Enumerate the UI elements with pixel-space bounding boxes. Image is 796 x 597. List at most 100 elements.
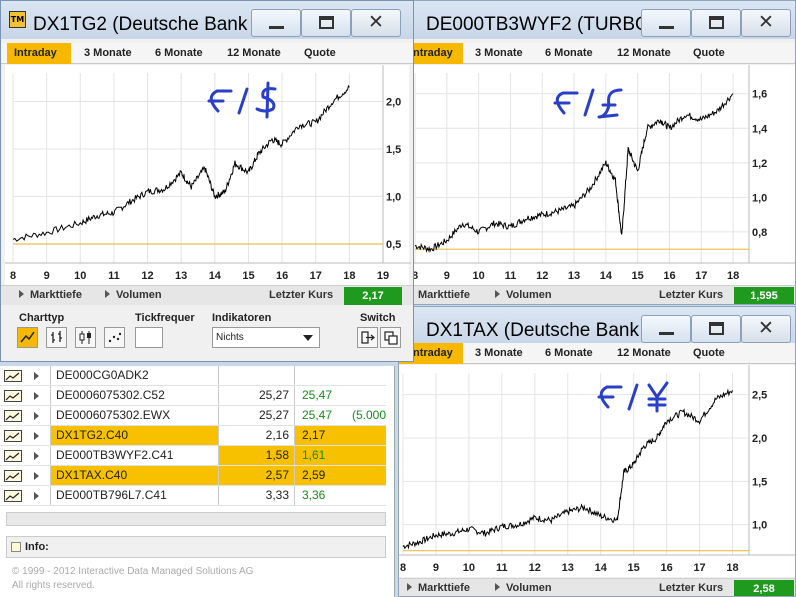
chart-icon[interactable] xyxy=(4,370,22,382)
expand-arrow-icon[interactable] xyxy=(34,472,39,480)
ask-value: 25,47 xyxy=(294,386,386,405)
mini-chart-icon xyxy=(5,412,20,421)
y-tick-label: 1,5 xyxy=(386,144,401,156)
maximize-button[interactable] xyxy=(301,9,351,37)
expand-arrow-icon[interactable] xyxy=(34,492,39,500)
x-tick-label: 15 xyxy=(632,270,644,282)
last-price-value: 2,58 xyxy=(734,580,794,596)
markttiefe-label[interactable]: Markttiefe xyxy=(418,582,470,594)
period-tabs: Intraday 3 Monate 6 Monate 12 Monate Quo… xyxy=(1,43,413,64)
window-titlebar[interactable]: TM DX1TG2 (Deutsche Bank ... ✕ xyxy=(1,1,413,39)
table-row[interactable]: DX1TAX.C40 2,57 2,59 xyxy=(0,466,386,486)
table-row[interactable]: DX1TG2.C40 2,16 2,17 xyxy=(0,426,386,446)
volumen-label[interactable]: Volumen xyxy=(116,289,162,301)
dot-chart-button[interactable] xyxy=(104,327,125,348)
expand-arrow-icon[interactable] xyxy=(34,372,39,380)
ask-text: 3,36 xyxy=(302,488,326,502)
minimize-button[interactable] xyxy=(641,315,691,343)
switch-out-button[interactable] xyxy=(357,327,378,348)
markttiefe-label[interactable]: Markttiefe xyxy=(30,289,82,301)
candlestick-chart-button[interactable] xyxy=(75,327,96,348)
volumen-label[interactable]: Volumen xyxy=(506,289,552,301)
window-titlebar[interactable]: DE000TB3WYF2 (TURBO-... ✕ xyxy=(401,1,795,39)
minimize-button[interactable] xyxy=(641,9,691,37)
chart-icon[interactable] xyxy=(4,470,22,482)
tab-3-monate[interactable]: 3 Monate xyxy=(475,47,523,59)
x-tick-label: 19 xyxy=(377,270,389,282)
close-icon: ✕ xyxy=(758,318,774,339)
expand-arrow-icon[interactable] xyxy=(407,583,412,591)
expand-arrow-icon[interactable] xyxy=(19,290,24,298)
tab-intraday[interactable]: ntraday xyxy=(401,43,463,64)
x-tick-label: 12 xyxy=(536,270,548,282)
ohlc-chart-button[interactable] xyxy=(46,327,67,348)
tab-6-monate[interactable]: 6 Monate xyxy=(155,47,203,59)
x-tick-label: 14 xyxy=(209,270,222,282)
close-button[interactable]: ✕ xyxy=(351,9,401,37)
y-tick-label: 1,4 xyxy=(752,123,768,135)
table-row[interactable]: DE000TB3WYF2.C41 1,58 1,61 xyxy=(0,446,386,466)
table-row[interactable]: DE000TB796L7.C41 3,33 3,36 xyxy=(0,486,386,506)
price-series-line xyxy=(402,388,733,550)
instrument-table: DE000CG0ADK2 DE0006075302.C52 25,27 25,47 DE… xyxy=(0,366,395,597)
bid-value: 2,16 xyxy=(218,426,294,445)
expand-arrow-icon[interactable] xyxy=(34,412,39,420)
expand-arrow-icon[interactable] xyxy=(34,452,39,460)
maximize-button[interactable] xyxy=(691,9,741,37)
table-row[interactable]: DE000CG0ADK2 xyxy=(0,366,386,386)
y-tick-label: 1,5 xyxy=(752,476,767,488)
window-titlebar[interactable]: DX1TAX (Deutsche Bank ... ✕ xyxy=(399,307,795,345)
tab-intraday[interactable]: ntraday xyxy=(399,343,463,364)
table-row[interactable]: DE0006075302.EWX 25,27 25,47 (5.000 xyxy=(0,406,386,426)
chart-icon[interactable] xyxy=(4,430,22,442)
y-tick-label: 2,0 xyxy=(386,97,401,109)
expand-arrow-icon[interactable] xyxy=(34,432,39,440)
minimize-button[interactable] xyxy=(251,9,301,37)
last-price-value: 2,17 xyxy=(344,287,402,305)
tab-12-monate[interactable]: 12 Monate xyxy=(617,47,671,59)
chart-icon[interactable] xyxy=(4,410,22,422)
x-tick-label: 18 xyxy=(726,562,738,574)
bid-value: 25,27 xyxy=(218,386,294,405)
switch-window-button[interactable] xyxy=(380,327,401,348)
close-button[interactable]: ✕ xyxy=(741,9,791,37)
expand-arrow-icon[interactable] xyxy=(34,392,39,400)
horizontal-scrollbar[interactable] xyxy=(6,512,386,526)
tickfrequenz-input[interactable] xyxy=(135,327,163,348)
markttiefe-label[interactable]: Markttiefe xyxy=(418,289,470,301)
line-chart-button[interactable] xyxy=(17,327,38,348)
table-row[interactable]: DE0006075302.C52 25,27 25,47 xyxy=(0,386,386,406)
tab-quote[interactable]: Quote xyxy=(693,347,725,359)
expand-arrow-icon[interactable] xyxy=(105,290,110,298)
mini-chart-icon xyxy=(5,452,20,461)
charttyp-label: Charttyp xyxy=(19,312,65,324)
indikatoren-select[interactable]: Nichts xyxy=(212,327,320,348)
chart-icon[interactable] xyxy=(4,390,22,402)
tab-12-monate[interactable]: 12 Monate xyxy=(617,347,671,359)
window-switch-icon xyxy=(384,331,398,345)
tab-6-monate[interactable]: 6 Monate xyxy=(545,47,593,59)
chart-icon[interactable] xyxy=(4,490,22,502)
tab-3-monate[interactable]: 3 Monate xyxy=(84,47,132,59)
last-price-label: Letzter Kurs xyxy=(659,582,724,594)
tab-quote[interactable]: Quote xyxy=(693,47,725,59)
chart-footer: Markttiefe Volumen Letzter Kurs 2,17 xyxy=(1,285,413,305)
x-tick-label: 17 xyxy=(695,270,707,282)
chart-svg: 8 9 10 11 12 13 14 15 16 17 18 19 0,5 1,0 1,5 2,0 xyxy=(5,65,411,282)
tab-3-monate[interactable]: 3 Monate xyxy=(475,347,523,359)
maximize-button[interactable] xyxy=(691,315,741,343)
tab-12-monate[interactable]: 12 Monate xyxy=(227,47,281,59)
info-checkbox[interactable] xyxy=(11,542,21,552)
tab-6-monate[interactable]: 6 Monate xyxy=(545,347,593,359)
expand-arrow-icon[interactable] xyxy=(495,583,500,591)
y-tick-label: 1,6 xyxy=(752,89,767,101)
close-button[interactable]: ✕ xyxy=(741,315,791,343)
expand-arrow-icon[interactable] xyxy=(495,290,500,298)
volumen-label[interactable]: Volumen xyxy=(506,582,552,594)
chart-icon[interactable] xyxy=(4,450,22,462)
x-tick-label: 13 xyxy=(175,270,187,282)
x-tick-label: 15 xyxy=(628,562,640,574)
x-tick-label: 8 xyxy=(400,562,406,574)
tab-intraday[interactable]: Intraday xyxy=(7,43,71,64)
tab-quote[interactable]: Quote xyxy=(304,47,336,59)
